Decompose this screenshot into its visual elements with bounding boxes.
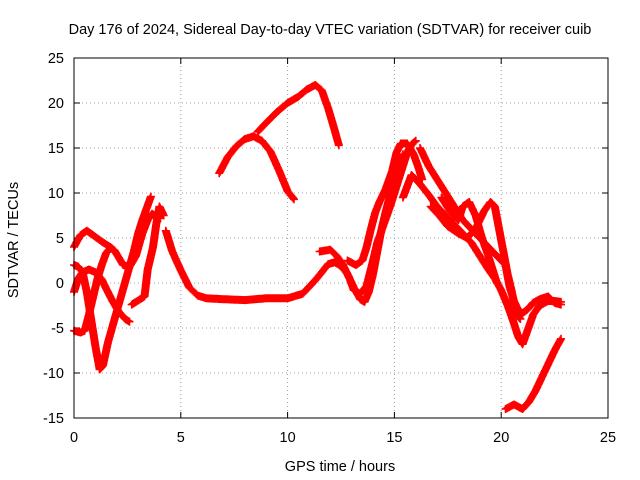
plus-markers	[315, 136, 420, 298]
plus-markers	[127, 202, 168, 309]
y-tick-label: 0	[56, 276, 64, 292]
x-tick-label: 15	[386, 430, 402, 446]
plus-markers	[416, 144, 565, 319]
series-sat-g	[315, 136, 420, 298]
plus-markers	[437, 193, 501, 287]
plus-markers	[398, 171, 565, 349]
series-sat-k	[398, 171, 565, 349]
series-sat-e	[127, 202, 168, 309]
x-tick-label: 5	[177, 430, 185, 446]
series-sat-n	[437, 193, 501, 287]
y-axis-label: SDTVAR / TECUs	[6, 182, 22, 298]
series-sat-j	[253, 81, 343, 150]
y-tick-label: 20	[48, 96, 64, 112]
x-tick-label: 20	[493, 430, 509, 446]
plus-markers	[215, 132, 298, 204]
y-tick-label: 15	[48, 141, 64, 157]
x-axis-label: GPS time / hours	[285, 459, 395, 475]
x-tick-label: 10	[280, 430, 296, 446]
chart-title: Day 176 of 2024, Sidereal Day-to-day VTE…	[69, 22, 592, 38]
y-tick-label: -5	[51, 321, 64, 337]
y-tick-label: 10	[48, 186, 64, 202]
y-tick-label: 25	[48, 51, 64, 67]
series-sat-h	[343, 139, 427, 269]
plus-markers	[253, 81, 343, 150]
series-sat-o	[501, 334, 565, 413]
x-tick-label: 25	[600, 430, 616, 446]
y-tick-label: 5	[56, 231, 64, 247]
data-layer	[70, 81, 565, 413]
tick-layer: 0 5 10 15 20 25 -15 -10 -5 0 5 10 15 20 25	[43, 51, 616, 446]
plot-frame	[73, 57, 609, 419]
series-sat-i	[215, 132, 298, 204]
x-tick-label: 0	[70, 430, 78, 446]
plus-markers	[501, 334, 565, 413]
y-tick-label: -10	[43, 366, 64, 382]
plus-markers	[343, 139, 427, 269]
y-tick-label: -15	[43, 411, 64, 427]
series-sat-l	[416, 144, 565, 319]
